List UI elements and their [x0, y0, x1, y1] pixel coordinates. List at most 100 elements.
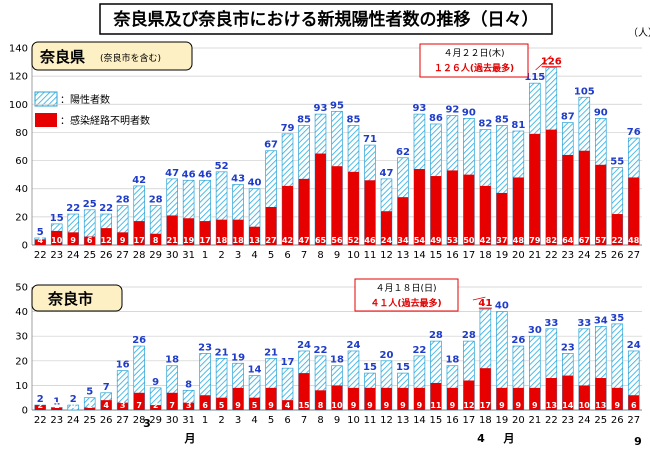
city-x-tick-label: 25 [594, 415, 607, 426]
city-total-label: 22 [314, 345, 328, 356]
prefecture-unknown-label: 47 [298, 236, 309, 245]
city-unknown-bar [265, 387, 277, 410]
prefecture-total-label: 47 [379, 168, 393, 179]
prefecture-unknown-bar [397, 197, 409, 245]
prefecture-x-tick-label: 6 [284, 250, 290, 261]
city-total-label: 28 [429, 330, 443, 341]
city-total-label: 24 [297, 340, 311, 351]
city-total-label: 22 [412, 345, 426, 356]
prefecture-unknown-bar [479, 185, 491, 245]
prefecture-unknown-bar [595, 164, 607, 245]
city-total-label: 35 [610, 313, 624, 324]
prefecture-unknown-bar [348, 171, 359, 245]
prefecture-unknown-label: 67 [579, 236, 590, 245]
city-x-tick-label: 27 [627, 415, 640, 426]
prefecture-x-tick-label: 19 [495, 250, 508, 261]
city-unknown-bar [100, 400, 112, 410]
city-x-tick-label: 25 [83, 415, 96, 426]
prefecture-unknown-bar [545, 129, 557, 245]
prefecture-unknown-bar [133, 221, 145, 245]
prefecture-unknown-label: 9 [120, 236, 126, 245]
city-unknown-label: 9 [614, 401, 620, 410]
city-unknown-label: 4 [285, 401, 291, 410]
city-x-tick-label: 23 [50, 415, 63, 426]
city-total-label: 19 [231, 352, 245, 363]
city-total-label: 18 [330, 355, 344, 366]
prefecture-region-label: 奈良県 [39, 48, 85, 66]
prefecture-x-tick-label: 25 [594, 250, 607, 261]
legend-positive-swatch [34, 91, 58, 107]
prefecture-total-label: 5 [37, 227, 44, 238]
city-unknown-bar [216, 397, 228, 410]
city-total-label: 21 [264, 347, 278, 358]
city-x-tick-label: 22 [34, 415, 47, 426]
city-unknown-label: 7 [136, 401, 142, 410]
prefecture-x-tick-label: 27 [116, 250, 129, 261]
prefecture-total-label: 22 [99, 203, 113, 214]
city-total-label: 5 [86, 387, 93, 398]
city-unknown-bar [150, 405, 162, 410]
title-box [99, 3, 553, 35]
city-total-label: 1 [53, 397, 60, 408]
city-unknown-label: 9 [384, 401, 390, 410]
prefecture-total-label: 52 [215, 161, 229, 172]
prefecture-total-label: 55 [610, 157, 624, 168]
city-x-tick-label: 27 [116, 415, 129, 426]
city-x-tick-label: 22 [545, 415, 558, 426]
prefecture-x-tick-label: 8 [317, 250, 323, 261]
city-x-tick-label: 6 [284, 415, 290, 426]
city-unknown-label: 9 [400, 401, 406, 410]
city-callout-box [354, 278, 459, 312]
prefecture-unknown-label: 18 [233, 236, 245, 245]
prefecture-x-tick-label: 24 [67, 250, 80, 261]
prefecture-unknown-label: 37 [496, 236, 507, 245]
prefecture-total-label: 87 [561, 112, 575, 123]
prefecture-total-label: 82 [478, 119, 492, 130]
city-unknown-label: 3 [186, 401, 192, 410]
city-x-tick-label: 11 [364, 415, 377, 426]
prefecture-unknown-label: 12 [101, 236, 112, 245]
prefecture-y-tick-label: 120 [9, 72, 28, 83]
prefecture-total-label: 28 [149, 195, 163, 206]
city-unknown-bar [249, 397, 261, 410]
city-x-tick-label: 24 [67, 415, 80, 426]
prefecture-chart: 0204060801001201405422151023229242562522… [9, 44, 642, 261]
prefecture-total-label: 76 [627, 127, 641, 138]
city-total-label: 34 [594, 315, 608, 326]
prefecture-unknown-label: 65 [315, 236, 327, 245]
prefecture-x-tick-label: 26 [611, 250, 624, 261]
prefecture-unknown-label: 9 [70, 236, 76, 245]
prefecture-callout-max: １２６人(過去最多) [434, 62, 514, 74]
city-x-tick-label: 29 [149, 415, 162, 426]
city-y-tick-label: 10 [15, 381, 28, 392]
prefecture-unknown-bar [430, 176, 442, 245]
prefecture-x-tick-label: 2 [218, 250, 224, 261]
city-x-tick-label: 5 [268, 415, 274, 426]
city-x-tick-label: 26 [611, 415, 624, 426]
month-label-march-number: 3 [143, 417, 151, 430]
prefecture-x-tick-label: 24 [578, 250, 591, 261]
city-x-tick-label: 18 [479, 415, 492, 426]
prefecture-unknown-label: 10 [51, 236, 63, 245]
city-total-label: 7 [103, 382, 110, 393]
prefecture-total-label: 85 [347, 114, 361, 125]
city-total-label: 24 [627, 340, 641, 351]
prefecture-unknown-bar [413, 169, 425, 245]
city-total-label: 21 [215, 347, 229, 358]
prefecture-x-tick-label: 22 [34, 250, 47, 261]
city-x-tick-label: 8 [317, 415, 323, 426]
city-unknown-bar [430, 382, 442, 410]
city-total-label: 14 [248, 365, 262, 376]
city-x-tick-label: 21 [528, 415, 541, 426]
prefecture-unknown-label: 50 [463, 236, 475, 245]
city-unknown-bar [562, 375, 574, 410]
prefecture-x-tick-label: 12 [380, 250, 393, 261]
city-unknown-label: 9 [450, 401, 456, 410]
legend-positive-label: ：陽性者数 [60, 93, 110, 106]
prefecture-total-label: 79 [281, 123, 295, 134]
prefecture-total-label: 15 [50, 213, 64, 224]
city-y-tick-label: 20 [15, 356, 28, 367]
city-total-label: 18 [165, 355, 179, 366]
prefecture-unknown-label: 17 [134, 236, 145, 245]
prefecture-total-label: 46 [198, 169, 212, 180]
